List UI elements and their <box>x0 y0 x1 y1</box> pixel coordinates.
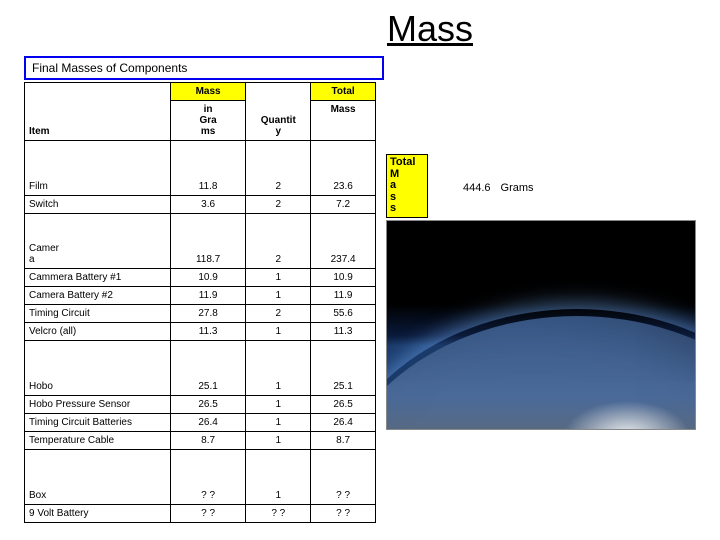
cell-mass: ? ? <box>170 450 246 505</box>
cell-total: 26.5 <box>311 396 376 414</box>
cell-qty: 1 <box>246 432 311 450</box>
header-mass-sub: in Gra ms <box>170 101 246 141</box>
table-row: Camer a118.72237.4 <box>25 214 376 269</box>
cell-mass: 26.5 <box>170 396 246 414</box>
table-row: Hobo25.1125.1 <box>25 341 376 396</box>
section-label: Final Masses of Components <box>24 56 384 80</box>
cell-total: 25.1 <box>311 341 376 396</box>
cell-mass: 27.8 <box>170 305 246 323</box>
cell-mass: 25.1 <box>170 341 246 396</box>
total-summary: Total M a s s 444.6 Grams <box>386 154 696 218</box>
cell-total: 11.3 <box>311 323 376 341</box>
table-row: Cammera Battery #110.9110.9 <box>25 269 376 287</box>
cell-total: 237.4 <box>311 214 376 269</box>
cell-qty: 1 <box>246 323 311 341</box>
cell-total: ? ? <box>311 450 376 505</box>
cell-mass: ? ? <box>170 505 246 523</box>
cell-item: Hobo <box>25 341 171 396</box>
earth-image <box>386 220 696 430</box>
header-mass-top: Mass <box>170 83 246 101</box>
cell-qty: 2 <box>246 141 311 196</box>
cell-item: Temperature Cable <box>25 432 171 450</box>
header-total-top: Total <box>311 83 376 101</box>
cell-item: 9 Volt Battery <box>25 505 171 523</box>
table-row: Timing Circuit27.8255.6 <box>25 305 376 323</box>
cell-total: 11.9 <box>311 287 376 305</box>
total-unit: Grams <box>501 182 534 194</box>
table-row: Velcro (all)11.3111.3 <box>25 323 376 341</box>
table-row: Switch3.627.2 <box>25 196 376 214</box>
cell-mass: 11.9 <box>170 287 246 305</box>
total-value: 444.6 <box>463 182 491 194</box>
header-item: Item <box>25 83 171 141</box>
cell-qty: 1 <box>246 396 311 414</box>
cell-mass: 118.7 <box>170 214 246 269</box>
table-row: Film11.8223.6 <box>25 141 376 196</box>
header-qty: Quantit y <box>246 83 311 141</box>
cell-qty: 1 <box>246 414 311 432</box>
cell-qty: 2 <box>246 305 311 323</box>
cell-mass: 10.9 <box>170 269 246 287</box>
cell-item: Box <box>25 450 171 505</box>
total-label: Total M a s s <box>386 154 428 218</box>
cell-total: 8.7 <box>311 432 376 450</box>
cell-item: Film <box>25 141 171 196</box>
cell-total: 23.6 <box>311 141 376 196</box>
page-title: Mass <box>24 8 696 50</box>
cell-qty: 2 <box>246 196 311 214</box>
cell-total: 55.6 <box>311 305 376 323</box>
cell-qty: 1 <box>246 287 311 305</box>
table-row: Box? ?1? ? <box>25 450 376 505</box>
cell-qty: 1 <box>246 341 311 396</box>
cell-total: 7.2 <box>311 196 376 214</box>
table-row: Temperature Cable8.718.7 <box>25 432 376 450</box>
cell-item: Timing Circuit <box>25 305 171 323</box>
cell-qty: ? ? <box>246 505 311 523</box>
cell-mass: 3.6 <box>170 196 246 214</box>
table-row: Timing Circuit Batteries26.4126.4 <box>25 414 376 432</box>
cell-item: Timing Circuit Batteries <box>25 414 171 432</box>
cell-mass: 26.4 <box>170 414 246 432</box>
cell-item: Camer a <box>25 214 171 269</box>
cell-mass: 11.8 <box>170 141 246 196</box>
cell-mass: 11.3 <box>170 323 246 341</box>
cell-qty: 2 <box>246 214 311 269</box>
cell-item: Hobo Pressure Sensor <box>25 396 171 414</box>
cell-item: Camera Battery #2 <box>25 287 171 305</box>
cell-qty: 1 <box>246 450 311 505</box>
cell-item: Velcro (all) <box>25 323 171 341</box>
table-row: Hobo Pressure Sensor26.5126.5 <box>25 396 376 414</box>
cell-total: ? ? <box>311 505 376 523</box>
header-total-sub: Mass <box>311 101 376 141</box>
cell-total: 10.9 <box>311 269 376 287</box>
cell-qty: 1 <box>246 269 311 287</box>
cell-total: 26.4 <box>311 414 376 432</box>
mass-table: Item Mass Quantit y Total in Gra ms Mass… <box>24 82 376 523</box>
table-row: Camera Battery #211.9111.9 <box>25 287 376 305</box>
cell-item: Switch <box>25 196 171 214</box>
table-row: 9 Volt Battery? ?? ?? ? <box>25 505 376 523</box>
cell-item: Cammera Battery #1 <box>25 269 171 287</box>
cell-mass: 8.7 <box>170 432 246 450</box>
